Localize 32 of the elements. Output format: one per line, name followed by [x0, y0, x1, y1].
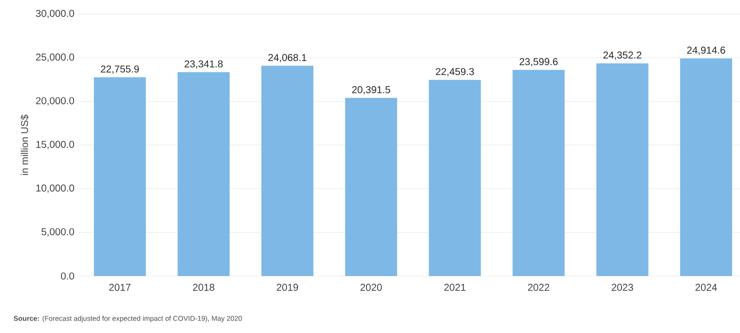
y-tick-label: 20,000.0 [36, 97, 74, 106]
x-tick-label: 2024 [696, 284, 717, 291]
bar [178, 72, 230, 276]
x-tick-label: 2022 [528, 284, 550, 291]
data-label: 24,352.2 [603, 52, 642, 60]
y-tick-label: 15,000.0 [36, 140, 74, 150]
x-tick-label: 2019 [276, 284, 298, 291]
bar [680, 58, 732, 276]
data-label: 22,459.3 [436, 68, 474, 76]
data-label: 22,755.9 [100, 65, 139, 74]
data-label: 24,914.6 [687, 46, 726, 55]
x-tick-label: 2021 [444, 284, 466, 291]
bar [94, 77, 146, 276]
y-axis-title: in million US$ [20, 114, 29, 175]
data-label: 20,391.5 [352, 86, 390, 94]
y-tick-label: 5,000.0 [42, 228, 74, 236]
data-label: 23,599.6 [520, 58, 558, 66]
y-tick-label: 30,000.0 [36, 10, 74, 18]
bar [512, 70, 565, 276]
data-label: 23,341.8 [184, 60, 223, 69]
x-tick-label: 2023 [612, 284, 634, 291]
y-tick-label: 10,000.0 [36, 184, 74, 193]
bar [596, 63, 648, 276]
x-tick-label: 2020 [360, 284, 382, 291]
x-tick-label: 2017 [109, 284, 130, 291]
y-tick-label: 25,000.0 [36, 54, 74, 62]
bar [261, 66, 314, 276]
y-tick-label: 0.0 [60, 272, 74, 280]
bar [428, 80, 481, 276]
bar [345, 98, 398, 276]
data-label: 24,068.1 [268, 54, 306, 62]
x-tick-label: 2018 [193, 284, 214, 291]
